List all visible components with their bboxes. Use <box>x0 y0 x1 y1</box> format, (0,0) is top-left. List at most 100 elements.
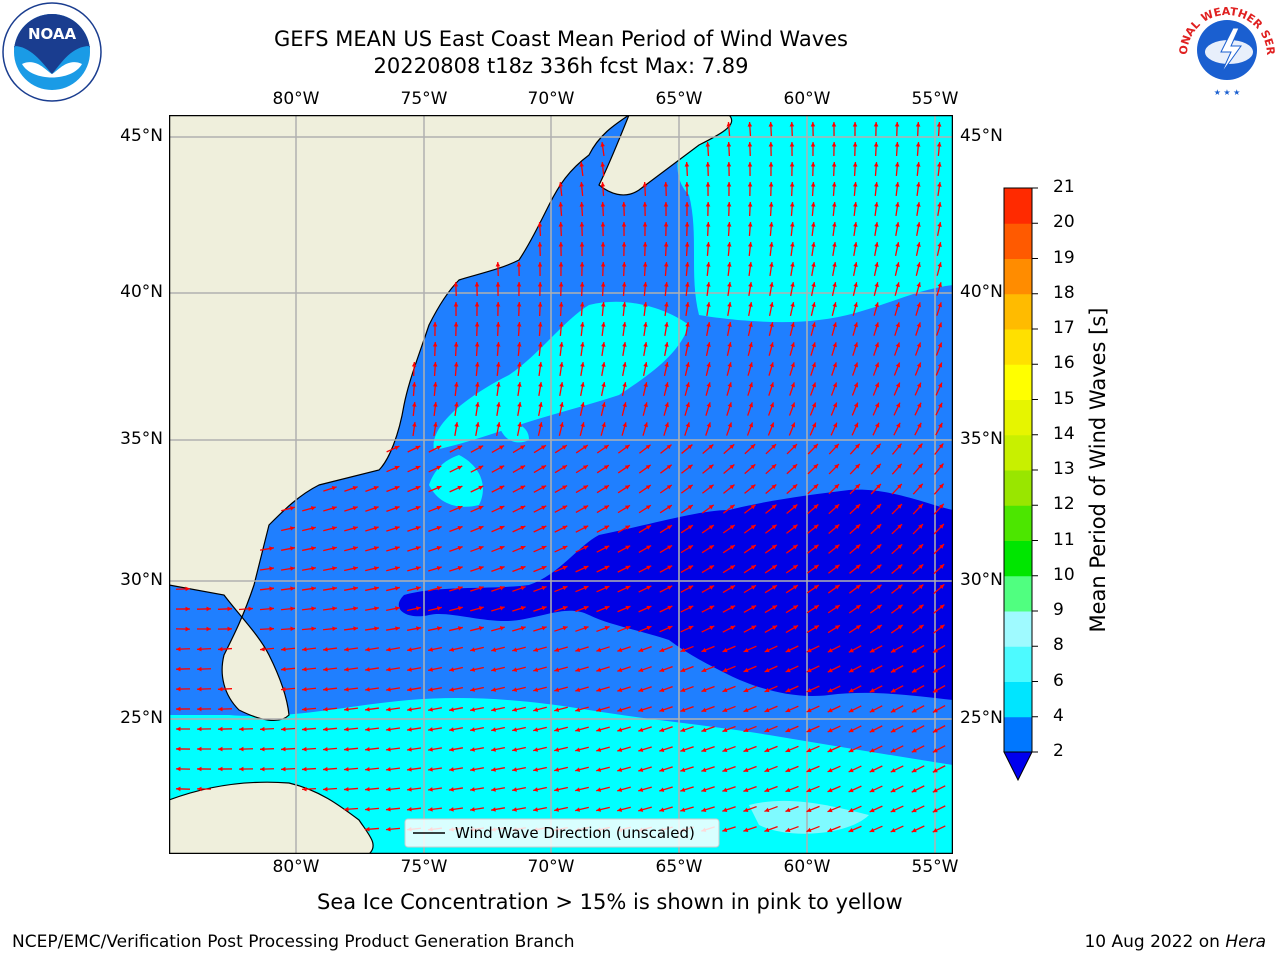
wave-direction-arrow <box>617 605 631 613</box>
wave-direction-arrow <box>726 241 732 257</box>
wave-direction-arrow <box>937 181 942 197</box>
wave-direction-arrow <box>280 566 296 571</box>
wave-direction-arrow <box>323 546 337 552</box>
wave-direction-arrow <box>911 805 925 813</box>
wave-direction-arrow <box>684 221 690 237</box>
wave-direction-arrow <box>617 444 631 454</box>
wave-direction-arrow <box>915 262 921 276</box>
wave-direction-arrow <box>869 765 883 773</box>
wave-direction-arrow <box>512 485 526 493</box>
wave-direction-arrow <box>638 464 652 474</box>
wave-direction-arrow <box>495 281 501 297</box>
wave-direction-arrow <box>558 181 563 197</box>
wave-direction-arrow <box>448 807 464 812</box>
wave-direction-arrow <box>579 241 585 257</box>
wave-direction-arrow <box>786 443 798 455</box>
wave-direction-arrow <box>617 484 631 494</box>
wave-direction-arrow <box>386 546 400 552</box>
wave-direction-arrow <box>705 362 711 376</box>
wave-direction-arrow <box>512 465 526 473</box>
wave-direction-arrow <box>322 606 338 611</box>
wave-direction-arrow <box>659 686 673 692</box>
period-region-4-6s-north <box>677 115 953 323</box>
wave-direction-arrow <box>895 181 900 197</box>
wave-direction-arrow <box>702 484 714 494</box>
wave-direction-arrow <box>722 745 736 753</box>
wave-direction-arrow <box>684 422 690 436</box>
wave-direction-arrow <box>196 606 212 612</box>
wave-direction-arrow <box>642 241 648 257</box>
wave-direction-arrow <box>828 443 840 455</box>
wave-direction-arrow <box>706 301 711 317</box>
wave-direction-arrow <box>512 746 526 752</box>
wave-direction-arrow <box>322 667 338 672</box>
wave-direction-arrow <box>433 401 438 417</box>
wave-direction-arrow <box>600 141 605 157</box>
wave-direction-arrow <box>575 706 589 712</box>
wave-direction-arrow <box>727 281 732 297</box>
wave-direction-arrow <box>852 342 858 356</box>
wave-direction-arrow <box>914 422 922 436</box>
wave-direction-arrow <box>491 646 505 652</box>
wave-direction-arrow <box>768 362 774 376</box>
wave-direction-arrow <box>385 747 401 752</box>
wave-direction-arrow <box>406 727 422 732</box>
wave-direction-arrow <box>768 141 774 157</box>
wave-direction-arrow <box>554 646 568 652</box>
wave-direction-arrow <box>892 443 902 455</box>
wave-direction-arrow <box>344 486 358 492</box>
wave-direction-arrow <box>891 523 903 535</box>
wave-direction-arrow <box>621 281 627 297</box>
wave-direction-arrow <box>785 765 799 773</box>
wave-direction-arrow <box>810 362 816 376</box>
wave-direction-arrow <box>512 545 526 553</box>
wave-direction-arrow <box>512 606 526 612</box>
wave-direction-arrow <box>806 725 820 733</box>
wave-direction-arrow <box>412 421 417 437</box>
wave-direction-arrow <box>638 484 652 494</box>
wave-direction-arrow <box>427 747 443 752</box>
wave-direction-arrow <box>638 746 652 752</box>
wave-direction-arrow <box>934 463 944 475</box>
wave-direction-arrow <box>496 361 501 377</box>
lon-tick-top: 80°W <box>272 89 320 109</box>
wave-direction-arrow <box>495 341 501 357</box>
colorbar-segment <box>1004 364 1032 400</box>
wave-direction-arrow <box>932 684 946 694</box>
wave-direction-arrow <box>280 647 296 652</box>
wave-direction-arrow <box>806 564 820 574</box>
wave-direction-arrow <box>642 261 648 277</box>
wave-direction-arrow <box>933 503 945 515</box>
wave-direction-arrow <box>554 666 568 672</box>
wave-direction-arrow <box>642 362 648 376</box>
colorbar-tick-label: 2 <box>1053 741 1064 761</box>
wave-direction-arrow <box>407 526 421 532</box>
wave-direction-arrow <box>453 281 459 297</box>
wave-direction-arrow <box>726 362 732 376</box>
wave-direction-arrow <box>575 525 589 533</box>
wave-direction-arrow <box>596 646 610 652</box>
wave-direction-arrow <box>911 624 925 634</box>
wave-direction-arrow <box>432 361 438 377</box>
wave-direction-arrow <box>727 261 732 277</box>
wave-direction-arrow <box>470 545 484 553</box>
wave-direction-arrow <box>575 444 589 454</box>
wave-direction-arrow <box>470 525 484 533</box>
wave-direction-arrow <box>621 422 627 436</box>
wave-direction-arrow <box>873 262 879 276</box>
wave-direction-arrow <box>517 361 522 377</box>
wave-direction-arrow <box>217 766 233 772</box>
lon-tick-bottom: 80°W <box>272 857 320 877</box>
wave-direction-arrow <box>617 524 631 534</box>
wave-direction-arrow <box>617 625 631 633</box>
wave-direction-arrow <box>915 322 921 336</box>
wave-direction-arrow <box>722 685 736 693</box>
wave-direction-arrow <box>914 342 922 356</box>
wave-direction-arrow <box>533 525 547 533</box>
wave-direction-arrow <box>343 746 359 752</box>
wave-direction-arrow <box>638 786 652 792</box>
wave-direction-arrow <box>849 544 861 554</box>
wave-direction-arrow <box>600 382 606 396</box>
wave-direction-arrow <box>617 786 631 792</box>
wave-direction-arrow <box>680 806 694 812</box>
